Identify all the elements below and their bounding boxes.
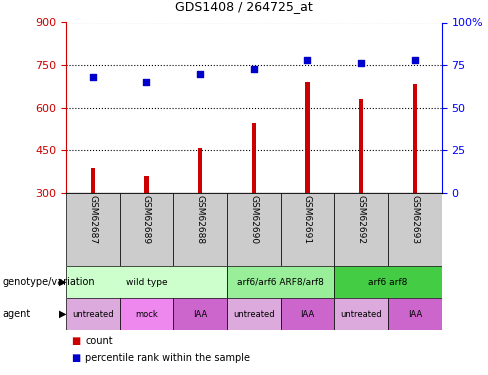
Point xyxy=(142,79,150,85)
Text: GSM62687: GSM62687 xyxy=(88,195,97,244)
Bar xyxy=(66,298,120,330)
Text: GSM62689: GSM62689 xyxy=(142,195,151,244)
Text: arf6/arf6 ARF8/arf8: arf6/arf6 ARF8/arf8 xyxy=(237,278,324,286)
Text: agent: agent xyxy=(2,309,31,319)
Bar xyxy=(334,193,388,266)
Text: IAA: IAA xyxy=(193,310,207,319)
Point xyxy=(196,70,204,76)
Text: GSM62692: GSM62692 xyxy=(357,195,366,244)
Bar xyxy=(227,298,281,330)
Point xyxy=(89,74,97,80)
Bar xyxy=(334,266,442,298)
Bar xyxy=(281,193,334,266)
Text: untreated: untreated xyxy=(340,310,382,319)
Bar xyxy=(227,193,281,266)
Text: count: count xyxy=(85,336,113,346)
Point xyxy=(250,66,258,72)
Bar xyxy=(198,148,202,193)
Bar xyxy=(388,298,442,330)
Bar xyxy=(66,193,120,266)
Text: IAA: IAA xyxy=(300,310,315,319)
Bar xyxy=(227,266,334,298)
Text: genotype/variation: genotype/variation xyxy=(2,277,95,287)
Bar xyxy=(144,176,148,193)
Bar xyxy=(359,99,363,193)
Text: mock: mock xyxy=(135,310,158,319)
Text: GSM62691: GSM62691 xyxy=(303,195,312,244)
Text: untreated: untreated xyxy=(72,310,114,319)
Text: GSM62688: GSM62688 xyxy=(196,195,204,244)
Point xyxy=(411,57,419,63)
Text: percentile rank within the sample: percentile rank within the sample xyxy=(85,353,250,363)
Bar xyxy=(120,298,173,330)
Bar xyxy=(173,298,227,330)
Bar xyxy=(252,123,256,193)
Text: ▶: ▶ xyxy=(59,309,66,319)
Bar xyxy=(120,193,173,266)
Bar xyxy=(91,168,95,193)
Text: wild type: wild type xyxy=(125,278,167,286)
Text: GSM62690: GSM62690 xyxy=(249,195,258,244)
Point xyxy=(304,57,311,63)
Bar xyxy=(305,82,309,193)
Bar xyxy=(281,298,334,330)
Bar xyxy=(66,266,227,298)
Text: GSM62693: GSM62693 xyxy=(410,195,419,244)
Text: untreated: untreated xyxy=(233,310,275,319)
Text: ▶: ▶ xyxy=(59,277,66,287)
Point xyxy=(357,60,365,66)
Bar xyxy=(413,84,417,193)
Bar xyxy=(334,298,388,330)
Text: GDS1408 / 264725_at: GDS1408 / 264725_at xyxy=(175,0,313,13)
Text: ■: ■ xyxy=(71,353,80,363)
Bar xyxy=(173,193,227,266)
Text: IAA: IAA xyxy=(407,310,422,319)
Text: ■: ■ xyxy=(71,336,80,346)
Bar xyxy=(388,193,442,266)
Text: arf6 arf8: arf6 arf8 xyxy=(368,278,407,286)
